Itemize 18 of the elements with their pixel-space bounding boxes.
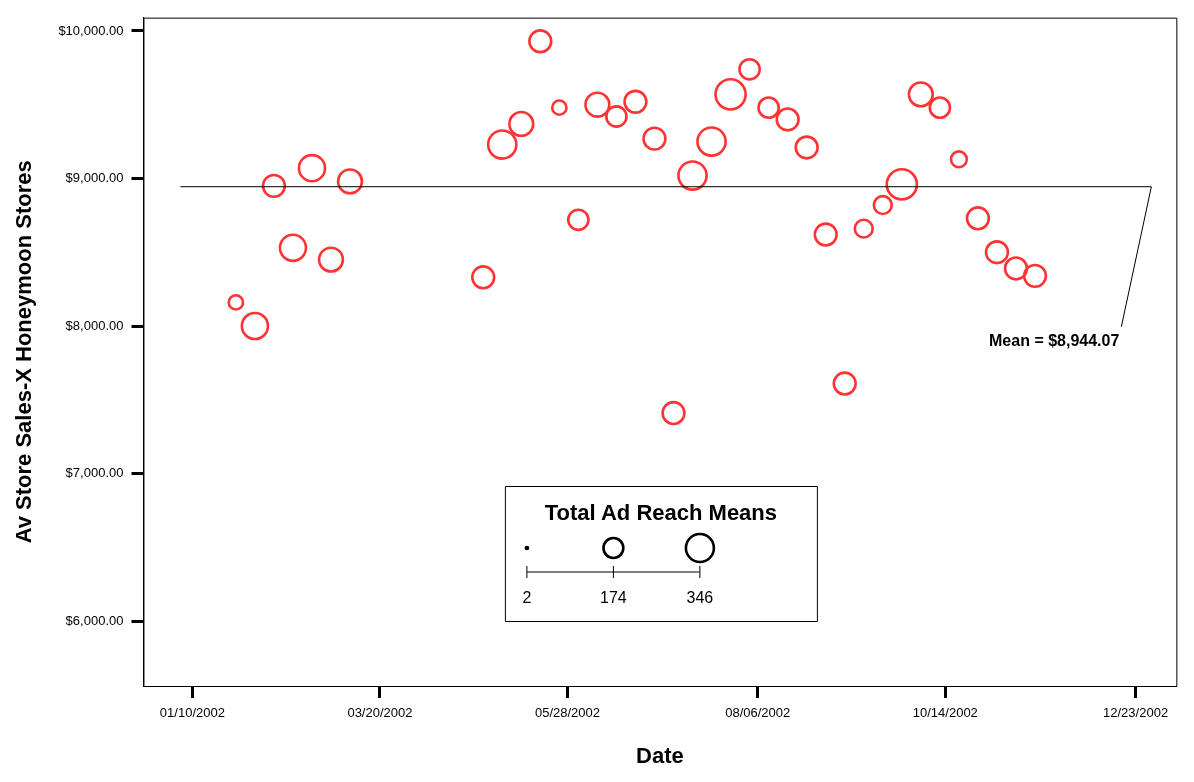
x-axis-title: Date	[636, 742, 684, 768]
y-tick-label: $7,000.00	[65, 465, 124, 481]
x-tick-label: 03/20/2002	[347, 705, 413, 721]
legend-label: 174	[600, 589, 627, 607]
legend-title: Total Ad Reach Means	[544, 500, 778, 526]
y-tick-label: $9,000.00	[65, 170, 124, 186]
y-tick-label: $6,000.00	[65, 612, 124, 628]
x-tick-label: 12/23/2002	[1103, 705, 1169, 721]
x-tick-label: 05/28/2002	[534, 705, 601, 721]
x-tick-label: 08/06/2002	[725, 705, 791, 721]
x-tick-label: 10/14/2002	[912, 705, 978, 721]
legend-label: 346	[686, 589, 714, 607]
y-tick-label: $8,000.00	[65, 317, 124, 333]
legend-label: 2	[522, 589, 532, 607]
y-axis-title: Av Store Sales-X Honeymoon Stores	[11, 160, 37, 544]
ref-line-label: Mean = $8,944.07	[989, 332, 1120, 350]
y-tick-label: $10,000.00	[58, 22, 124, 38]
x-tick-label: 01/10/2002	[159, 705, 225, 721]
